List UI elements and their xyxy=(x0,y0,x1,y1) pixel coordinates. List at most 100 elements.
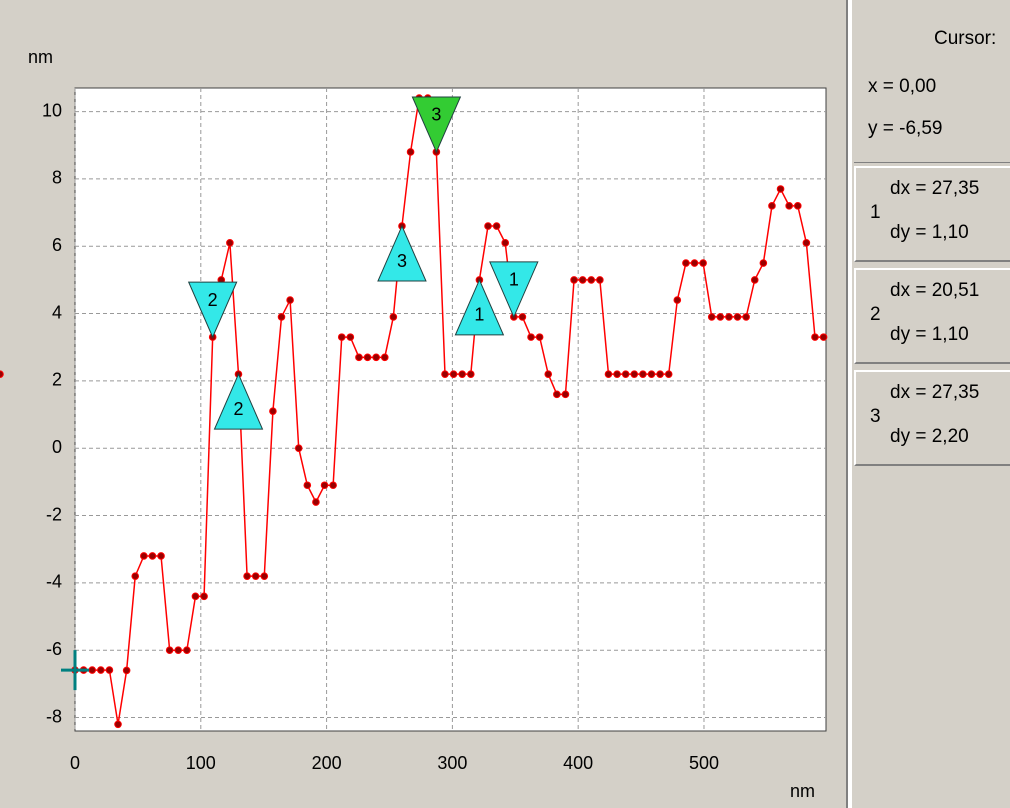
cursor-id: 3 xyxy=(870,406,881,427)
data-point xyxy=(355,353,363,362)
data-point xyxy=(183,646,191,655)
data-point xyxy=(380,353,389,362)
plot-area xyxy=(74,87,827,732)
data-point xyxy=(578,276,587,284)
data-point xyxy=(140,552,148,560)
data-point xyxy=(251,572,260,580)
data-point xyxy=(535,333,544,341)
x-tick-label: 500 xyxy=(689,753,719,773)
separator xyxy=(854,162,1010,163)
cursor-id: 2 xyxy=(870,304,881,325)
data-point xyxy=(527,333,535,341)
cursor-dy: dy = 2,20 xyxy=(890,426,969,447)
x-tick-label: 200 xyxy=(312,753,342,773)
cursor-id: 1 xyxy=(870,202,881,223)
data-point xyxy=(269,407,277,415)
data-point xyxy=(647,370,656,378)
data-point xyxy=(682,259,690,267)
y-tick-label: -8 xyxy=(46,706,62,726)
cursor-dx: dx = 27,35 xyxy=(890,178,980,199)
data-point xyxy=(621,370,630,378)
data-point xyxy=(656,370,664,378)
data-point xyxy=(312,498,320,506)
marker-label: 2 xyxy=(233,399,243,419)
y-tick-label: 6 xyxy=(52,235,62,255)
cursor-panel: Cursor: x = 0,00 y = -6,59 1 dx = 27,35 dy… xyxy=(846,0,1010,808)
marker-label: 3 xyxy=(431,105,441,125)
data-point xyxy=(733,313,742,321)
data-point xyxy=(243,572,251,580)
data-point xyxy=(596,276,604,284)
cursor-dy: dy = 1,10 xyxy=(890,324,969,345)
data-point xyxy=(441,370,449,378)
data-point xyxy=(811,333,819,341)
cursor-dx: dx = 20,51 xyxy=(890,280,980,301)
y-tick-label: 2 xyxy=(52,370,62,390)
data-point xyxy=(294,444,303,453)
data-point xyxy=(389,313,398,321)
data-point xyxy=(604,370,613,378)
x-tick-label: 400 xyxy=(563,753,593,773)
data-point xyxy=(819,333,828,341)
cursor-marker xyxy=(454,278,505,336)
data-point xyxy=(88,666,97,674)
data-point xyxy=(699,259,707,267)
x-readout: x = 0,00 xyxy=(868,76,937,97)
data-point xyxy=(277,313,286,321)
data-point xyxy=(561,390,570,399)
data-point xyxy=(329,481,337,490)
cursor-marker xyxy=(213,372,264,430)
data-point xyxy=(544,370,553,378)
y-readout: y = -6,59 xyxy=(868,118,943,139)
data-point xyxy=(501,239,510,247)
y-tick-label: 10 xyxy=(42,100,62,120)
cursor-box xyxy=(854,268,1010,364)
data-point xyxy=(200,592,208,601)
data-point xyxy=(776,185,785,193)
data-point xyxy=(346,333,355,341)
data-point xyxy=(785,202,793,210)
data-point xyxy=(97,666,105,674)
data-point xyxy=(122,666,131,675)
data-point xyxy=(174,646,183,655)
cursor-marker xyxy=(489,261,539,319)
data-point xyxy=(492,222,501,230)
marker-label: 1 xyxy=(474,305,484,325)
data-point xyxy=(157,552,165,560)
cursor-marker xyxy=(187,281,238,339)
data-point xyxy=(716,313,725,321)
cursor-marker xyxy=(377,224,427,282)
x-tick-label: 0 xyxy=(70,753,80,773)
data-point xyxy=(518,313,527,321)
data-point xyxy=(639,370,647,378)
cursor-marker xyxy=(411,96,462,154)
data-point xyxy=(0,370,4,378)
marker-label: 3 xyxy=(397,251,407,271)
data-point xyxy=(630,370,639,378)
data-point xyxy=(793,202,802,210)
data-line xyxy=(75,97,824,725)
data-point xyxy=(768,202,776,210)
data-point xyxy=(105,666,114,674)
data-point xyxy=(406,148,415,156)
cursor-dy: dy = 1,10 xyxy=(890,222,969,243)
data-point xyxy=(449,370,458,378)
data-point xyxy=(690,259,699,267)
y-unit: nm xyxy=(28,47,53,67)
data-point xyxy=(131,572,140,580)
data-point xyxy=(570,276,578,284)
x-tick-label: 300 xyxy=(437,753,467,773)
data-point xyxy=(587,276,596,284)
data-point xyxy=(467,370,475,378)
cursor-box xyxy=(854,370,1010,466)
data-point xyxy=(286,296,294,304)
data-point xyxy=(372,353,380,362)
data-point xyxy=(725,313,733,321)
y-tick-label: -2 xyxy=(46,504,62,524)
y-tick-label: 8 xyxy=(52,168,62,188)
data-point xyxy=(613,370,621,378)
y-tick-label: -4 xyxy=(46,572,62,592)
data-point xyxy=(165,646,174,655)
